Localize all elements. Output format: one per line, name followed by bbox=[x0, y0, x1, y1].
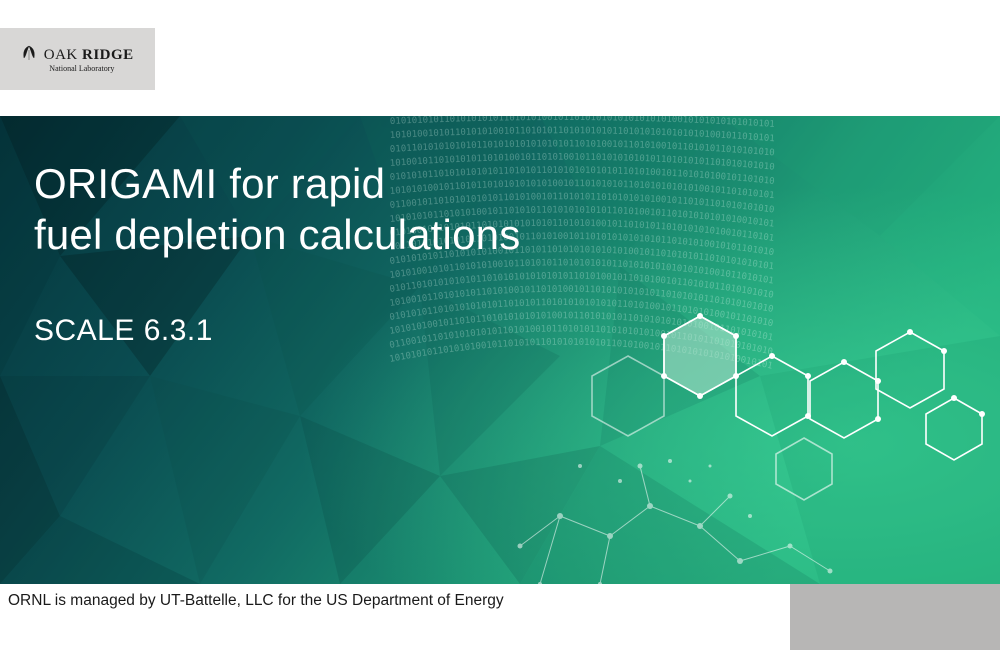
title-line-2: fuel depletion calculations bbox=[34, 209, 520, 260]
banner-text-block: ORIGAMI for rapid fuel depletion calcula… bbox=[34, 158, 520, 348]
footer-grey-block bbox=[790, 584, 1000, 650]
slide: OAK RIDGE National Laboratory bbox=[0, 0, 1000, 650]
logo-word-ridge: RIDGE bbox=[82, 47, 134, 63]
logo-word-oak: OAK bbox=[44, 47, 82, 63]
subtitle-line: SCALE 6.3.1 bbox=[34, 314, 520, 348]
title-line-1: ORIGAMI for rapid bbox=[34, 158, 520, 209]
title-banner: 0101010101101010101011010101001011010101… bbox=[0, 116, 1000, 584]
logo-box: OAK RIDGE National Laboratory bbox=[0, 28, 155, 90]
logo-main-text: OAK RIDGE bbox=[44, 48, 134, 63]
leaf-icon bbox=[21, 45, 37, 65]
footer-text: ORNL is managed by UT-Battelle, LLC for … bbox=[8, 592, 504, 610]
footer: ORNL is managed by UT-Battelle, LLC for … bbox=[0, 584, 1000, 650]
logo-subtitle: National Laboratory bbox=[49, 65, 133, 73]
logo: OAK RIDGE National Laboratory bbox=[21, 45, 133, 73]
